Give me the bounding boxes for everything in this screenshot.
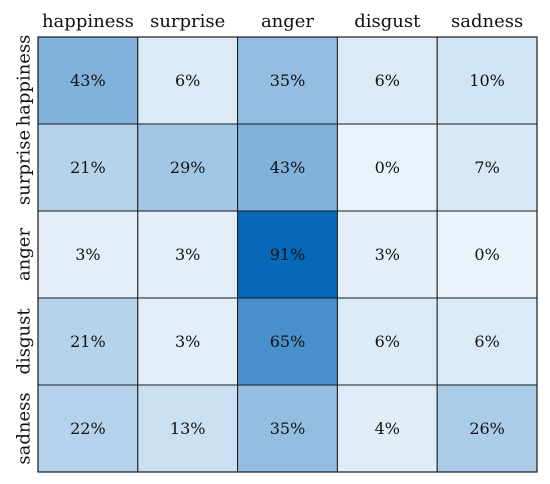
cell-value-label: 6% (474, 332, 499, 351)
cell-value-label: 26% (469, 419, 505, 438)
cell-value-label: 4% (375, 419, 400, 438)
cell-value-label: 22% (70, 419, 106, 438)
heatmap-cell-happiness-sadness (436, 36, 538, 125)
cell-value-label: 29% (170, 158, 206, 177)
heatmap-cell-sadness-sadness (436, 384, 538, 473)
column-label-surprise: surprise (150, 11, 225, 32)
cell-value-label: 91% (270, 245, 306, 264)
row-label-sadness: sadness (14, 392, 35, 464)
cell-value-label: 3% (375, 245, 400, 264)
heatmap-cell-sadness-anger (237, 384, 338, 473)
column-labels: happiness surprise anger disgust sadness (42, 11, 523, 32)
cell-value-label: 0% (474, 245, 499, 264)
heatmap-cell-surprise-anger (237, 123, 338, 212)
heatmap-cell-surprise-happiness (37, 123, 139, 212)
cell-value-label: 21% (70, 158, 106, 177)
cell-value-label: 35% (270, 71, 306, 90)
heatmap-cell-labels: 43% 6% 35% 6% 10% 21% 29% 43% 0% 7% 3% 3% 91% 3% 0% 21%… (70, 71, 505, 438)
cell-value-label: 65% (270, 332, 306, 351)
heatmap-cell-sadness-surprise (137, 384, 239, 473)
heatmap-border (37, 36, 538, 473)
cell-value-label: 6% (375, 332, 400, 351)
heatmap-cell-anger-sadness (436, 210, 538, 299)
row-label-anger: anger (14, 228, 35, 281)
column-label-anger: anger (261, 11, 314, 32)
heatmap-cell-disgust-anger (237, 297, 338, 386)
heatmap-cell-surprise-sadness (436, 123, 538, 212)
cell-value-label: 13% (170, 419, 206, 438)
cell-value-label: 3% (175, 332, 200, 351)
heatmap-cell-sadness-happiness (37, 384, 139, 473)
row-labels: happiness surprise anger disgust sadness (14, 35, 35, 465)
heatmap-cell-disgust-surprise (137, 297, 239, 386)
column-label-disgust: disgust (354, 11, 421, 32)
cell-value-label: 10% (469, 71, 505, 90)
cell-value-label: 7% (474, 158, 499, 177)
heatmap-cell-anger-surprise (137, 210, 239, 299)
heatmap-cell-happiness-disgust (336, 36, 438, 125)
cell-value-label: 21% (70, 332, 106, 351)
row-label-happiness: happiness (14, 35, 35, 127)
cell-value-label: 43% (270, 158, 306, 177)
heatmap-cells (37, 36, 538, 473)
row-label-surprise: surprise (14, 130, 35, 205)
cell-value-label: 35% (270, 419, 306, 438)
heatmap-cell-happiness-surprise (137, 36, 239, 125)
column-label-sadness: sadness (451, 11, 523, 32)
cell-value-label: 0% (375, 158, 400, 177)
column-label-happiness: happiness (42, 11, 134, 32)
cell-value-label: 43% (70, 71, 106, 90)
heatmap-cell-anger-disgust (336, 210, 438, 299)
cell-value-label: 6% (175, 71, 200, 90)
row-label-disgust: disgust (14, 308, 35, 375)
cell-value-label: 6% (375, 71, 400, 90)
cell-value-label: 3% (175, 245, 200, 264)
cell-value-label: 3% (75, 245, 100, 264)
heatmap-cell-disgust-disgust (336, 297, 438, 386)
heatmap-cell-anger-anger (237, 210, 338, 299)
heatmap-cell-disgust-sadness (436, 297, 538, 386)
heatmap-cell-happiness-happiness (37, 36, 139, 125)
